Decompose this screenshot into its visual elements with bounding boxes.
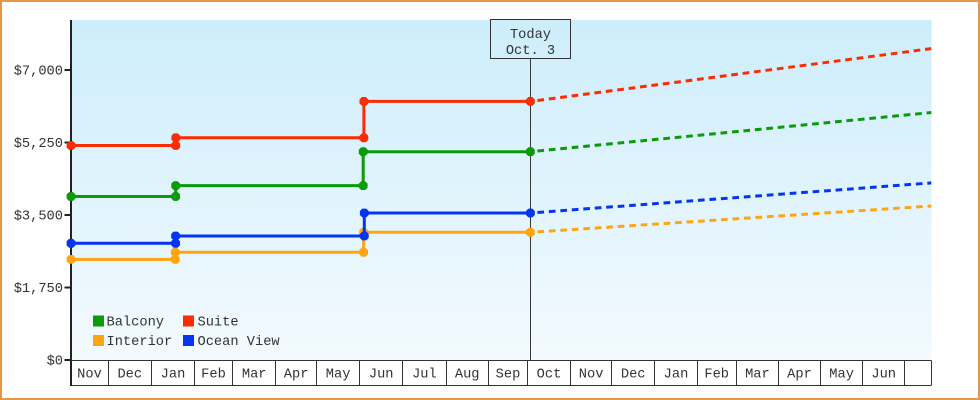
svg-text:Jul: Jul bbox=[412, 368, 437, 383]
svg-text:Aug: Aug bbox=[455, 368, 480, 383]
svg-text:Balcony: Balcony bbox=[107, 316, 165, 331]
svg-text:May: May bbox=[326, 368, 351, 383]
svg-text:Jun: Jun bbox=[871, 368, 896, 383]
svg-text:$1,750: $1,750 bbox=[14, 282, 63, 297]
svg-text:Nov: Nov bbox=[579, 368, 604, 383]
svg-text:Interior: Interior bbox=[107, 335, 173, 350]
svg-text:Oct. 3: Oct. 3 bbox=[506, 44, 555, 59]
svg-text:$5,250: $5,250 bbox=[14, 137, 63, 152]
svg-text:$7,000: $7,000 bbox=[14, 65, 63, 80]
svg-text:Jun: Jun bbox=[369, 368, 394, 383]
svg-text:Dec: Dec bbox=[621, 368, 646, 383]
svg-text:Apr: Apr bbox=[787, 368, 812, 383]
svg-text:Feb: Feb bbox=[201, 368, 226, 383]
svg-text:$0: $0 bbox=[47, 355, 63, 370]
svg-text:Suite: Suite bbox=[198, 316, 239, 331]
svg-text:Nov: Nov bbox=[77, 368, 102, 383]
svg-text:Feb: Feb bbox=[704, 368, 729, 383]
svg-text:Oct: Oct bbox=[537, 368, 562, 383]
svg-text:Jan: Jan bbox=[664, 368, 689, 383]
svg-text:Sep: Sep bbox=[496, 368, 521, 383]
svg-text:Mar: Mar bbox=[745, 368, 770, 383]
svg-text:Mar: Mar bbox=[242, 368, 267, 383]
svg-text:May: May bbox=[829, 368, 854, 383]
svg-text:$3,500: $3,500 bbox=[14, 210, 63, 225]
svg-text:Jan: Jan bbox=[161, 368, 186, 383]
svg-text:Dec: Dec bbox=[117, 368, 142, 383]
svg-text:Today: Today bbox=[510, 28, 551, 43]
svg-text:Apr: Apr bbox=[284, 368, 309, 383]
svg-text:Ocean View: Ocean View bbox=[198, 335, 281, 350]
